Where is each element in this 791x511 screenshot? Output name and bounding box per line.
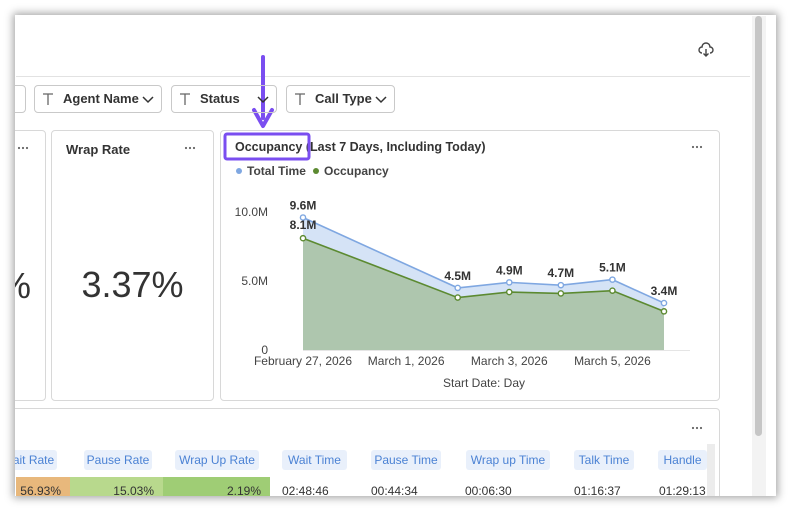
area	[303, 238, 664, 350]
table-cell: 02:48:46	[282, 484, 329, 496]
data-label: 4.5M	[444, 269, 471, 283]
app-window: % Wrap Rate 3.37% Occupancy (Last 7 Days…	[15, 15, 776, 496]
menu-dots[interactable]	[17, 145, 703, 430]
x-tick-label: March 3, 2026	[471, 354, 548, 368]
table-cell: 56.93%	[16, 477, 70, 496]
data-label: 8.1M	[290, 218, 317, 232]
data-label: 3.4M	[651, 284, 678, 298]
table-scrollbar[interactable]	[707, 444, 715, 496]
filter-chip[interactable]: Call Type	[286, 85, 395, 113]
column-header[interactable]: Wrap up Time	[466, 450, 550, 470]
line	[302, 237, 665, 313]
scroll-thumb[interactable]	[755, 16, 762, 436]
filter-chip[interactable]	[15, 85, 26, 113]
column-header[interactable]: Talk Time	[574, 450, 634, 470]
point	[609, 287, 616, 294]
legend-swatch	[313, 168, 319, 174]
table-cell: 00:06:30	[465, 484, 512, 496]
table-cell: 2.19%	[163, 477, 270, 496]
legend-label: Occupancy	[324, 164, 389, 178]
filter-chip[interactable]: Status	[171, 85, 277, 113]
point	[299, 234, 307, 242]
metric-value: 3.37%	[81, 264, 184, 305]
legend-label: Total Time	[247, 164, 306, 178]
legend-swatch	[236, 168, 242, 174]
column-header[interactable]: Wait Time	[282, 450, 347, 470]
column-header[interactable]: Wrap Up Rate	[175, 450, 259, 470]
table-cell: 00:44:34	[371, 484, 418, 496]
x-axis-title: Start Date: Day	[443, 376, 525, 390]
x-tick-label: March 1, 2026	[368, 354, 445, 368]
column-header[interactable]: ait Rate	[15, 450, 57, 470]
column-header[interactable]: Handle	[658, 450, 707, 470]
chip-icons	[180, 93, 269, 105]
point	[609, 276, 616, 283]
card-title: Wrap Rate	[66, 142, 131, 157]
metric-value: %	[15, 266, 31, 306]
point	[454, 284, 462, 292]
y-tick-label: 10.0M	[235, 205, 268, 219]
filter-chip[interactable]: Agent Name	[34, 85, 162, 113]
download-icon[interactable]	[698, 42, 714, 58]
table-cell: 15.03%	[70, 477, 163, 496]
metric-card: %	[15, 130, 46, 401]
point	[299, 214, 307, 221]
point	[557, 281, 565, 289]
stage: % Wrap Rate 3.37% Occupancy (Last 7 Days…	[15, 15, 776, 496]
scrollbar[interactable]	[752, 16, 766, 496]
line	[302, 216, 665, 304]
point	[505, 288, 513, 296]
table-cell: 01:29:13	[659, 484, 706, 496]
column-header[interactable]: Pause Time	[371, 450, 441, 470]
x-tick-label: February 27, 2026	[254, 354, 352, 368]
point	[505, 279, 513, 286]
data-label: 4.7M	[548, 266, 575, 280]
chip-icons	[43, 93, 154, 105]
point	[557, 290, 565, 297]
y-tick-label: 0	[261, 343, 268, 357]
metric-card: Wrap Rate 3.37%	[51, 130, 214, 401]
chart-title: Occupancy (Last 7 Days, Including Today)	[235, 140, 486, 154]
x-tick-label: March 5, 2026	[574, 354, 651, 368]
table-cell: 01:16:37	[574, 484, 621, 496]
point	[660, 299, 668, 307]
header-divider	[16, 76, 750, 77]
data-label: 5.1M	[599, 261, 626, 275]
data-label: 4.9M	[496, 263, 523, 277]
point	[454, 294, 462, 301]
column-header[interactable]: Pause Rate	[84, 450, 152, 470]
y-tick-label: 5.0M	[241, 274, 268, 288]
data-label: 9.6M	[290, 199, 317, 213]
chip-icons	[295, 93, 387, 105]
point	[660, 308, 668, 315]
